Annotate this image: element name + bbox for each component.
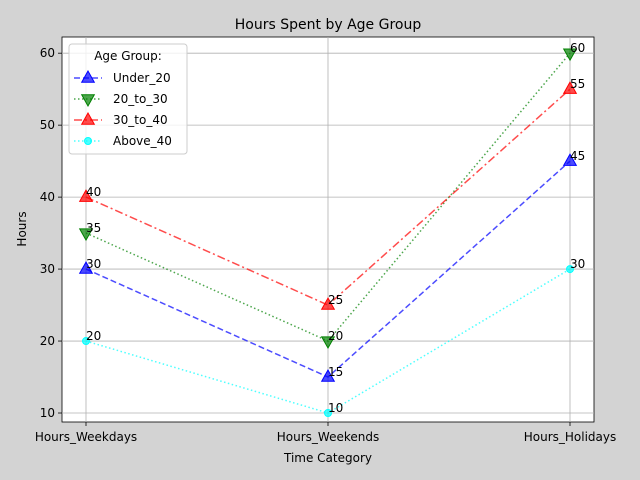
data-point — [324, 409, 332, 418]
series-30_to_40 — [78, 81, 578, 310]
data-label: 30 — [570, 257, 585, 271]
data-point — [562, 153, 578, 166]
data-point — [562, 48, 578, 62]
data-label: 30 — [86, 257, 101, 271]
data-labels: 30 15 45 35 20 60 40 25 55 20 10 30 — [86, 41, 585, 415]
x-tick-label: Hours_Weekends — [277, 430, 379, 444]
data-label: 60 — [570, 41, 585, 55]
legend-title: Age Group: — [94, 49, 162, 63]
series-Under_20 — [78, 153, 578, 382]
series-Above_40 — [82, 265, 574, 418]
data-label: 15 — [328, 365, 343, 379]
data-point — [562, 81, 578, 94]
data-label: 25 — [328, 293, 343, 307]
series-lines — [78, 48, 578, 418]
y-tick-label: 20 — [40, 334, 55, 348]
legend: Age Group: Under_20 20_to_30 30_to_40 Above… — [68, 43, 188, 155]
data-point — [78, 261, 94, 274]
y-tick-label: 50 — [40, 118, 55, 132]
legend-marker — [80, 94, 96, 108]
legend-marker — [80, 111, 96, 125]
legend-marker — [80, 69, 96, 83]
data-label: 40 — [86, 185, 101, 199]
data-label: 20 — [328, 329, 343, 343]
x-tick-label: Hours_Holidays — [524, 430, 617, 444]
series-20_to_30 — [78, 48, 578, 350]
data-point — [82, 337, 90, 346]
y-axis-label: Hours — [15, 211, 29, 246]
y-tick-label: 40 — [40, 190, 55, 204]
legend-marker — [84, 137, 92, 145]
series-line — [85, 88, 571, 306]
y-tick-label: 60 — [40, 46, 55, 60]
data-point — [78, 189, 94, 202]
data-point — [566, 265, 574, 274]
legend-label: Above_40 — [113, 134, 172, 148]
x-tick-label: Hours_Weekdays — [35, 430, 137, 444]
data-point — [320, 336, 336, 350]
data-point — [78, 228, 94, 242]
y-tick-label: 10 — [40, 406, 55, 420]
data-label: 10 — [328, 401, 343, 415]
legend-label: 30_to_40 — [113, 113, 168, 127]
legend-label: Under_20 — [113, 71, 171, 85]
legend-label: 20_to_30 — [113, 92, 168, 106]
x-axis-label: Time Category — [283, 451, 372, 465]
data-label: 55 — [570, 77, 585, 91]
data-point — [320, 297, 336, 310]
data-label: 45 — [570, 149, 585, 163]
data-label: 20 — [86, 329, 101, 343]
y-tick-label: 30 — [40, 262, 55, 276]
chart-title: Hours Spent by Age Group — [235, 17, 422, 33]
data-point — [320, 369, 336, 382]
axes: Hours_Weekdays Hours_Weekends Hours_Holida… — [35, 46, 616, 444]
legend-box — [68, 43, 188, 155]
data-label: 35 — [86, 221, 101, 235]
